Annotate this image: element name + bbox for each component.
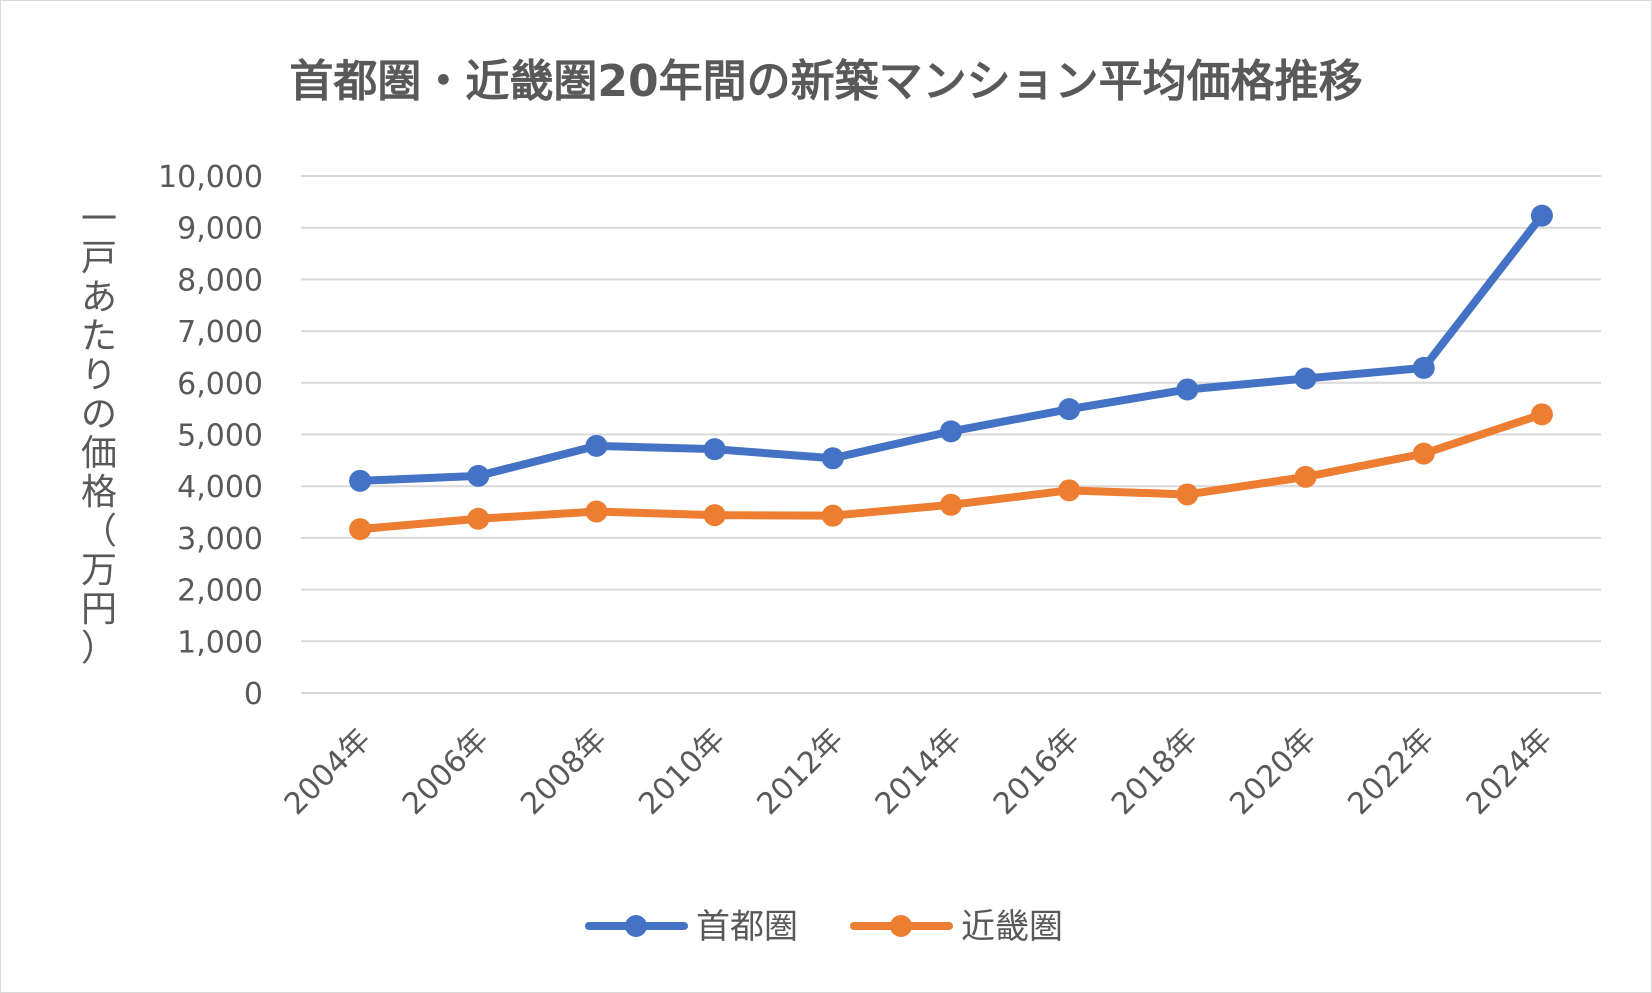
data-point (1530, 403, 1553, 426)
x-tick-label: 2006年 (396, 722, 496, 822)
legend-marker (625, 915, 647, 937)
data-point (585, 434, 608, 457)
data-point (1176, 483, 1199, 506)
data-point (1530, 204, 1553, 227)
legend-marker (890, 915, 912, 937)
legend: 首都圏 近畿圏 (585, 907, 1063, 947)
y-tick-label: 5,000 (177, 419, 263, 454)
data-point (703, 504, 726, 527)
data-point (349, 518, 372, 541)
x-tick-label: 2024年 (1460, 722, 1560, 822)
data-point (821, 447, 844, 470)
series-2 (349, 403, 1553, 541)
x-tick-label: 2014年 (869, 722, 969, 822)
x-tick-label: 2004年 (278, 722, 378, 822)
x-tick-label: 2012年 (751, 722, 851, 822)
data-point (585, 500, 608, 523)
y-tick-label: 8,000 (177, 263, 263, 298)
data-point (703, 438, 726, 461)
legend-item: 首都圏 (585, 907, 798, 947)
x-tick-label: 2008年 (514, 722, 614, 822)
legend-item: 近畿圏 (850, 907, 1063, 947)
y-tick-label: 6,000 (177, 367, 263, 402)
data-point (1412, 356, 1435, 379)
data-point (1294, 367, 1317, 390)
x-tick-label: 2018年 (1105, 722, 1205, 822)
data-point (1058, 398, 1081, 421)
y-tick-label: 2,000 (177, 574, 263, 609)
data-point (467, 464, 490, 487)
legend-label: 首都圏 (696, 907, 798, 947)
y-tick-label: 3,000 (177, 522, 263, 557)
x-axis-ticks: 2004年 2006年 2008年 2010年 2012年 2014年 2016年 2018年… (278, 722, 1560, 822)
data-point (1294, 465, 1317, 488)
data-point (1412, 442, 1435, 465)
series-1 (349, 204, 1553, 492)
data-point (940, 420, 962, 443)
data-point (1176, 378, 1199, 401)
data-point (940, 493, 962, 516)
x-tick-label: 2010年 (632, 722, 732, 822)
x-tick-label: 2016年 (987, 722, 1087, 822)
data-point (349, 469, 372, 492)
y-axis-label: 一戸あたりの価格（万円） (81, 199, 117, 669)
y-tick-label: 10,000 (158, 160, 263, 195)
y-tick-label: 4,000 (177, 470, 263, 505)
data-point (1058, 479, 1081, 502)
x-tick-label: 2022年 (1341, 722, 1441, 822)
y-axis-ticks: 0 1,000 2,000 3,000 4,000 5,000 6,000 7,000 8,00… (158, 160, 263, 712)
series (349, 204, 1553, 541)
x-tick-label: 2020年 (1223, 722, 1323, 822)
y-tick-label: 1,000 (177, 625, 263, 660)
legend-label: 近畿圏 (961, 907, 1063, 947)
y-tick-label: 0 (244, 677, 263, 712)
y-tick-label: 7,000 (177, 315, 263, 350)
y-tick-label: 9,000 (177, 212, 263, 247)
data-point (467, 507, 490, 530)
chart-title: 首都圏・近畿圏20年間の新築マンション平均価格推移 (289, 56, 1362, 107)
data-point (821, 504, 844, 527)
